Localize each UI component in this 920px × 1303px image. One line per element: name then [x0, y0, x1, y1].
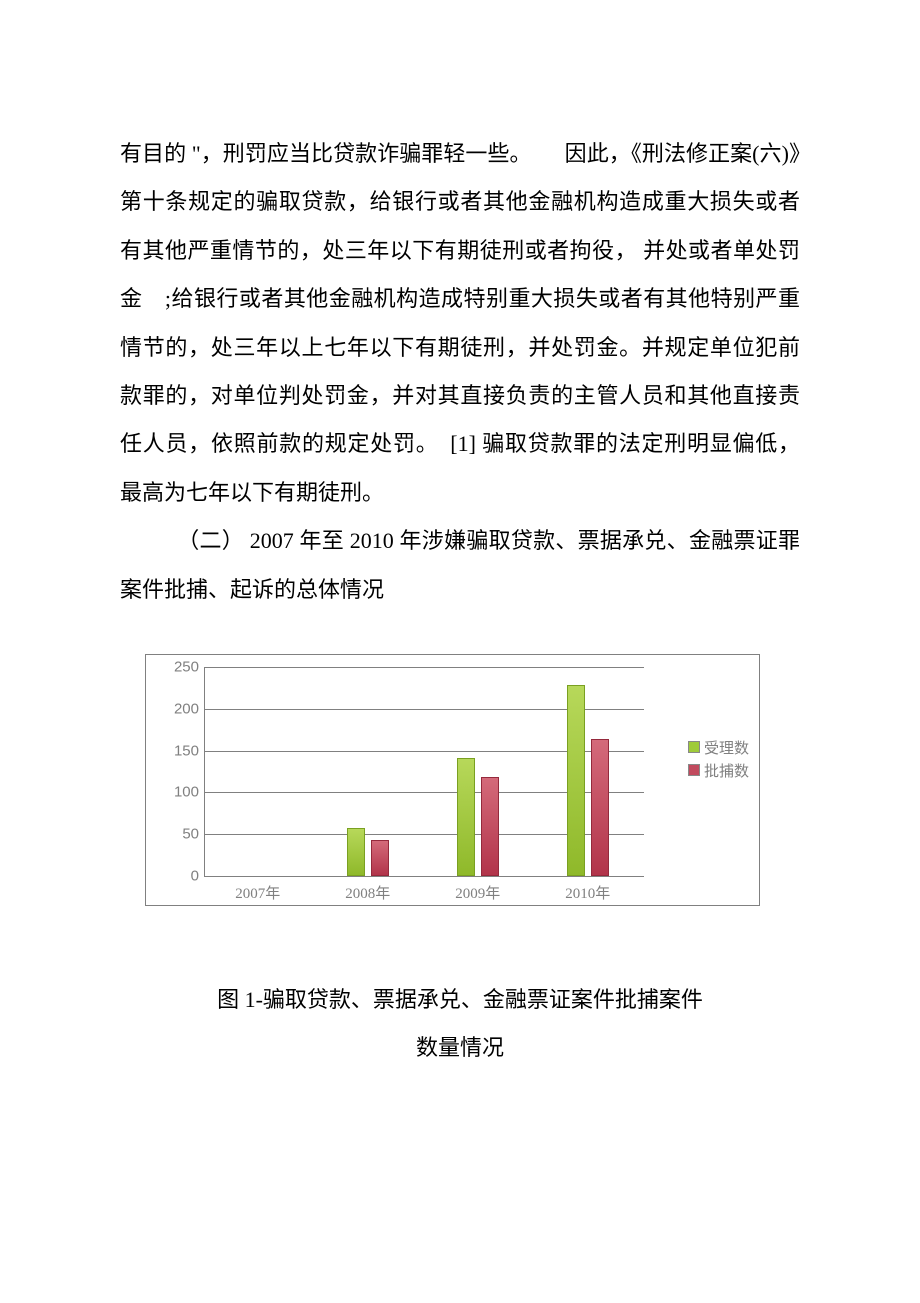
chart-ytick: 150 [174, 742, 205, 759]
chart-xlabel: 2010年 [565, 876, 610, 903]
legend-swatch [688, 764, 700, 776]
chart-bar [567, 685, 585, 876]
chart-plot-area: 0501001502002502007年2008年2009年2010年 [204, 667, 644, 877]
caption-line-2: 数量情况 [120, 1024, 800, 1072]
chart-bar [591, 739, 609, 876]
chart-bar [347, 828, 365, 876]
paragraph-2: （二） 2007 年至 2010 年涉嫌骗取贷款、票据承兑、金融票证罪案件批捕、… [120, 517, 800, 614]
legend-label: 受理数 [704, 737, 749, 758]
chart-gridline [205, 667, 644, 668]
chart-xlabel: 2007年 [235, 876, 280, 903]
chart-bar [481, 777, 499, 876]
legend-swatch [688, 741, 700, 753]
chart-ytick: 250 [174, 658, 205, 675]
legend-item: 批捕数 [688, 760, 749, 781]
caption-line-1: 图 1-骗取贷款、票据承兑、金融票证案件批捕案件 [120, 976, 800, 1024]
bar-chart: 0501001502002502007年2008年2009年2010年 受理数批… [145, 654, 760, 906]
legend-label: 批捕数 [704, 760, 749, 781]
chart-ytick: 0 [191, 867, 205, 884]
paragraph-1: 有目的 "，刑罚应当比贷款诈骗罪轻一些。 因此，《刑法修正案(六)》第十条规定的… [120, 130, 800, 517]
chart-ytick: 100 [174, 784, 205, 801]
figure-caption: 图 1-骗取贷款、票据承兑、金融票证案件批捕案件 数量情况 [120, 976, 800, 1073]
chart-bar [371, 840, 389, 876]
chart-ytick: 50 [182, 826, 205, 843]
chart-ytick: 200 [174, 700, 205, 717]
legend-item: 受理数 [688, 737, 749, 758]
chart-bar [457, 758, 475, 876]
chart-xlabel: 2008年 [345, 876, 390, 903]
chart-xlabel: 2009年 [455, 876, 500, 903]
chart-legend: 受理数批捕数 [688, 735, 749, 783]
